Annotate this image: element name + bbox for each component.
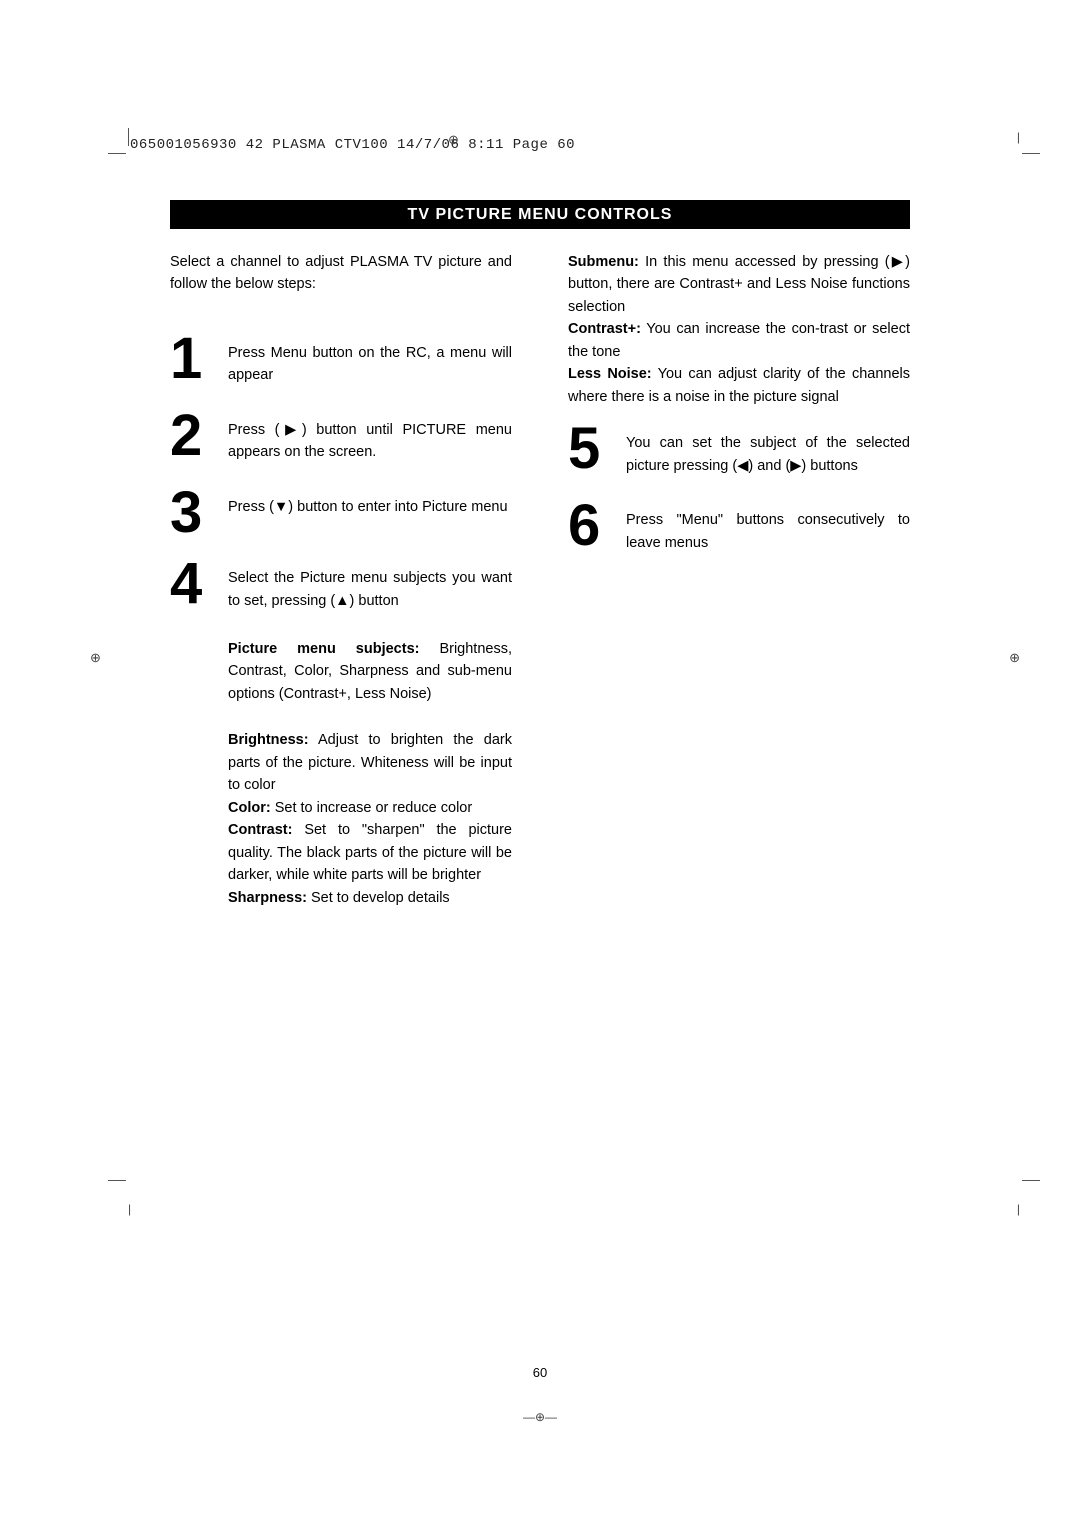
two-column-layout: Select a channel to adjust PLASMA TV pic… — [170, 251, 910, 933]
picture-menu-subjects: Picture menu subjects: Brightness, Contr… — [228, 638, 512, 705]
step-2: 2 Press (▶) button until PICTURE menu ap… — [170, 413, 512, 464]
step-number: 3 — [170, 490, 214, 535]
reg-cross-icon: ⊕ — [1009, 650, 1020, 666]
step-text: You can set the subject of the selected … — [626, 426, 910, 477]
label: Picture menu subjects: — [228, 641, 419, 657]
right-column: Submenu: In this menu accessed by pressi… — [568, 251, 910, 933]
intro-text: Select a channel to adjust PLASMA TV pic… — [170, 251, 512, 296]
crop-mark — [108, 153, 126, 154]
reg-arrow-icon: —⊕— — [170, 1410, 910, 1424]
label-sharpness: Sharpness: — [228, 890, 307, 906]
step-1: 1 Press Menu button on the RC, a menu wi… — [170, 336, 512, 387]
step-number: 6 — [568, 503, 612, 548]
submenu-block: Submenu: In this menu accessed by pressi… — [568, 251, 910, 408]
step-number: 4 — [170, 561, 214, 606]
page-content: TV PICTURE MENU CONTROLS Select a channe… — [170, 200, 910, 933]
reg-mark: | — [128, 1202, 131, 1216]
reg-mark: | — [1017, 1202, 1020, 1216]
definitions-block: Brightness: Adjust to brighten the dark … — [228, 729, 512, 909]
step-number: 1 — [170, 336, 214, 381]
label-contrast: Contrast: — [228, 822, 292, 838]
step-number: 2 — [170, 413, 214, 458]
crop-mark — [128, 128, 129, 146]
label-brightness: Brightness: — [228, 732, 309, 748]
page-number: 60 — [170, 1365, 910, 1380]
step-text: Press (▼) button to enter into Picture m… — [228, 490, 512, 518]
crop-mark — [1022, 153, 1040, 154]
label-color: Color: — [228, 800, 271, 816]
step-text: Press "Menu" buttons consecutively to le… — [626, 503, 910, 554]
reg-mark: | — [1017, 130, 1020, 144]
text: Set to increase or reduce color — [271, 800, 473, 816]
label-less-noise: Less Noise: — [568, 366, 652, 382]
step-6: 6 Press "Menu" buttons consecutively to … — [568, 503, 910, 554]
step-text: Select the Picture menu subjects you wan… — [228, 561, 512, 612]
crop-mark — [1022, 1180, 1040, 1181]
step-text: Press Menu button on the RC, a menu will… — [228, 336, 512, 387]
label-submenu: Submenu: — [568, 254, 639, 270]
left-column: Select a channel to adjust PLASMA TV pic… — [170, 251, 512, 933]
reg-cross-icon: ⊕ — [90, 650, 101, 666]
step-5: 5 You can set the subject of the selecte… — [568, 426, 910, 477]
step-3: 3 Press (▼) button to enter into Picture… — [170, 490, 512, 535]
label-contrast-plus: Contrast+: — [568, 321, 641, 337]
crop-mark — [108, 1180, 126, 1181]
step-number: 5 — [568, 426, 612, 471]
page-title: TV PICTURE MENU CONTROLS — [170, 200, 910, 229]
print-header: 065001056930 42 PLASMA CTV100 14/7/06 8:… — [130, 137, 575, 153]
text: Set to develop details — [307, 890, 450, 906]
step-4: 4 Select the Picture menu subjects you w… — [170, 561, 512, 612]
step-text: Press (▶) button until PICTURE menu appe… — [228, 413, 512, 464]
reg-cross-icon: ⊕ — [448, 132, 459, 148]
